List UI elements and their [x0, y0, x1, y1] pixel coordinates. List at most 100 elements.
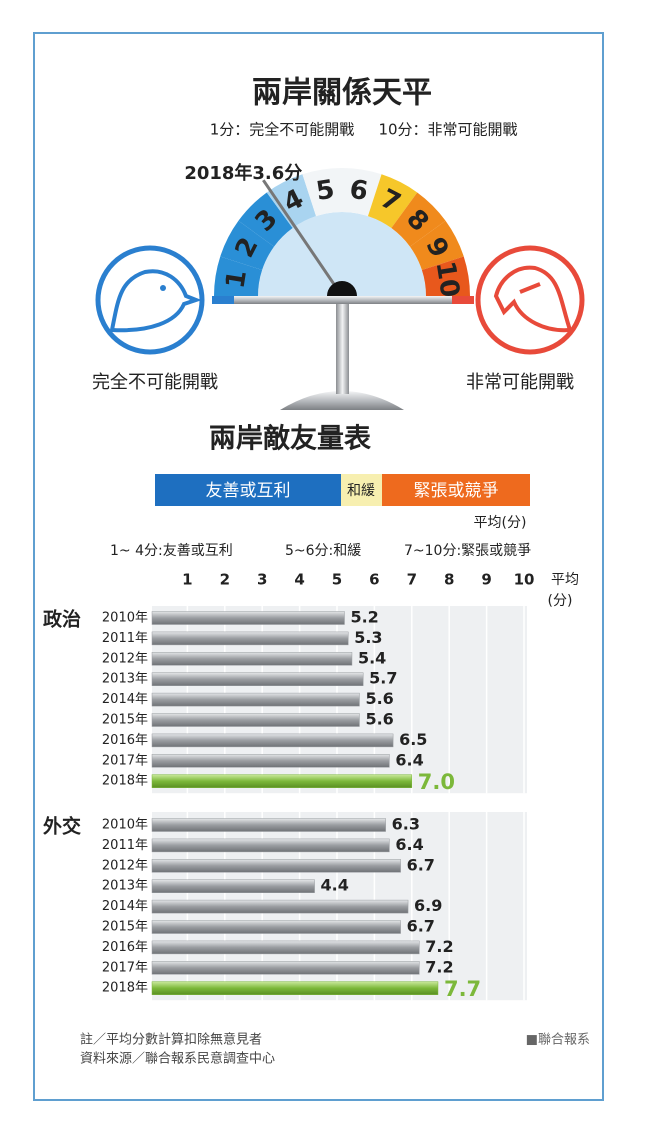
value-label: 5.6 — [365, 710, 393, 729]
bar — [151, 631, 349, 646]
group-label: 外交 — [43, 815, 81, 838]
y-tick-label: 2017年 — [102, 960, 148, 975]
value-label: 4.4 — [321, 876, 349, 895]
gauge-segment — [302, 168, 342, 217]
x-tick-label: 2 — [220, 571, 230, 589]
stand-base — [280, 391, 404, 410]
gauge-tick-label: 6 — [347, 175, 370, 207]
bar — [151, 920, 401, 934]
value-label: 5.3 — [354, 628, 382, 647]
value-label: 6.9 — [414, 896, 442, 915]
y-tick-label: 2018年 — [102, 774, 148, 789]
value-label: 6.5 — [399, 730, 427, 749]
bar — [151, 713, 360, 727]
x-axis-label: 平均 — [551, 572, 579, 588]
bar — [151, 859, 401, 873]
bar — [151, 611, 345, 625]
gauge-segment — [421, 256, 470, 296]
y-tick-label: 2011年 — [102, 838, 148, 853]
y-tick-label: 2013年 — [102, 672, 148, 687]
y-tick-label: 2013年 — [102, 879, 148, 894]
value-label: 6.7 — [407, 917, 435, 936]
gauge-hub — [327, 281, 357, 296]
gauge-segment — [409, 220, 464, 271]
unit-label: 平均(分) — [474, 515, 527, 531]
value-label: 6.7 — [407, 855, 435, 874]
gauge-segment — [342, 168, 382, 217]
gauge-tick-label: 5 — [314, 175, 337, 207]
bar — [151, 961, 420, 975]
band-label: 緊張或競爭 — [414, 481, 499, 501]
y-tick-label: 2011年 — [102, 631, 148, 646]
value-label: 7.0 — [418, 770, 455, 794]
band — [341, 474, 382, 506]
band — [382, 474, 530, 506]
bar — [151, 672, 364, 686]
dove-icon — [95, 245, 205, 355]
bar — [151, 754, 390, 768]
footnote: 註／平均分數計算扣除無意見者 — [80, 1032, 262, 1048]
title: 兩岸關係天平 — [252, 76, 432, 111]
y-tick-label: 2015年 — [102, 920, 148, 935]
gauge-segment — [266, 174, 317, 229]
y-tick-label: 2014年 — [102, 692, 148, 707]
credit: ■聯合報系 — [526, 1033, 590, 1048]
group-label: 政治 — [43, 608, 81, 631]
x-tick-label: 4 — [294, 571, 304, 589]
beam — [212, 296, 474, 304]
bar — [151, 981, 439, 995]
gauge-segment — [220, 220, 275, 271]
value-label: 7.7 — [444, 977, 481, 1001]
bar — [151, 818, 386, 832]
band-label: 和緩 — [347, 483, 375, 499]
bar — [151, 940, 420, 955]
x-tick-label: 10 — [514, 571, 535, 589]
section-title: 兩岸敵友量表 — [209, 423, 371, 455]
x-axis-label: (分) — [548, 593, 573, 609]
y-tick-label: 2016年 — [102, 733, 148, 748]
band-label: 友善或互利 — [206, 481, 291, 501]
x-tick-label: 9 — [481, 571, 491, 589]
beam-end — [212, 296, 234, 304]
value-label: 5.6 — [365, 689, 393, 708]
y-tick-label: 2017年 — [102, 753, 148, 768]
y-tick-label: 2012年 — [102, 651, 148, 666]
gauge-segment — [238, 192, 293, 247]
gauge-tick-label: 1 — [221, 268, 253, 291]
value-label: 5.4 — [358, 648, 386, 667]
x-tick-label: 5 — [332, 571, 342, 589]
value-label: 6.4 — [395, 750, 423, 769]
gauge-segment — [391, 192, 446, 247]
subtitle: 10分：非常可能開戰 — [378, 121, 517, 139]
gauge-annotation: 2018年3.6分 — [184, 162, 302, 184]
bar — [151, 899, 409, 914]
gauge-left-label: 完全不可能開戰 — [92, 372, 218, 393]
subtitle: 1分：完全不可能開戰 — [210, 121, 355, 139]
value-label: 6.4 — [395, 835, 423, 854]
y-tick-label: 2016年 — [102, 940, 148, 955]
bar — [151, 692, 360, 707]
gauge-needle — [262, 179, 344, 297]
hawk-icon — [475, 245, 585, 355]
bar — [151, 838, 390, 853]
bar — [151, 774, 413, 788]
value-label: 6.3 — [392, 815, 420, 834]
stand-post — [336, 302, 349, 394]
gauge-segment — [214, 256, 263, 296]
value-label: 5.2 — [350, 608, 378, 627]
x-tick-label: 3 — [257, 571, 267, 589]
value-label: 7.2 — [425, 937, 453, 956]
y-tick-label: 2010年 — [102, 611, 148, 626]
x-tick-label: 7 — [407, 571, 417, 589]
gauge-segment — [367, 174, 418, 229]
range-label: 5~6分:和緩 — [285, 543, 361, 559]
beam-end — [452, 296, 474, 304]
gauge-tick-label: 10 — [430, 259, 465, 299]
x-tick-label: 8 — [444, 571, 454, 589]
y-tick-label: 2014年 — [102, 899, 148, 914]
range-label: 7~10分:緊張或競爭 — [404, 543, 531, 559]
y-tick-label: 2012年 — [102, 858, 148, 873]
y-tick-label: 2015年 — [102, 713, 148, 728]
